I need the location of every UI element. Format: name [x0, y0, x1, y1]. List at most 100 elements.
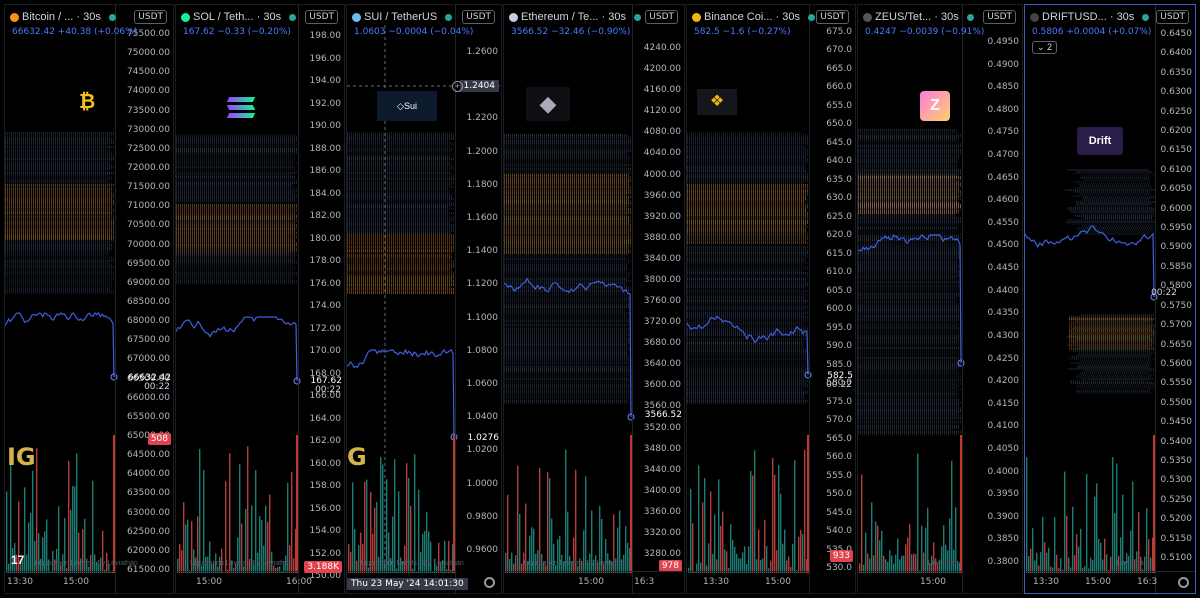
chart-panel-sol[interactable]: SOL / Teth... · 30s 167.62 −0.33 (−0.20%…	[175, 4, 345, 594]
chart-canvas-zeus[interactable]	[858, 5, 1023, 594]
time-axis[interactable]: 13:30 15:00	[687, 571, 811, 593]
price-scale[interactable]: 675.0 670.0 665.0 660.0 655.0 650.0 645.0 640.0…	[809, 5, 855, 593]
symbol-title[interactable]: Binance Coi... · 30s	[692, 11, 816, 23]
volume-bar	[603, 563, 605, 573]
volume-bar	[768, 568, 770, 573]
chart-canvas-btc[interactable]	[5, 5, 174, 594]
price-tick: 0.3800	[987, 557, 1020, 567]
volume-bar	[591, 510, 593, 573]
price-tick: 0.6400	[1160, 48, 1193, 59]
symbol-title[interactable]: DRIFTUSD... · 30s	[1030, 11, 1150, 23]
volume-bar	[758, 529, 760, 573]
chart-panel-sui[interactable]: SUI / TetherUS 1.0603 −0.0004 (−0.04%) U…	[346, 4, 502, 594]
volume-bar	[531, 527, 533, 573]
price-tick: 0.4000	[987, 466, 1020, 477]
currency-select[interactable]: USDT	[1156, 10, 1189, 24]
volume-bar	[960, 435, 962, 573]
volume-bar	[545, 565, 547, 573]
chart-canvas-eth[interactable]	[504, 5, 685, 594]
volume-bar	[36, 448, 38, 573]
volume-bar	[710, 491, 712, 573]
chart-panel-btc[interactable]: Bitcoin / ... · 30s 66632.42 +40.38 (+0.…	[4, 4, 174, 594]
price-tick: 0.9600	[466, 545, 499, 555]
symbol-title[interactable]: SUI / TetherUS	[352, 11, 453, 23]
price-tick: 168.00	[309, 368, 342, 379]
volume-bar	[774, 474, 776, 573]
volume-bar	[706, 565, 708, 573]
price-scale[interactable]: 4240.00 4200.00 4160.00 4120.00 4080.00 4040.…	[632, 5, 684, 593]
price-tick: 0.5850	[1160, 261, 1193, 272]
last-price-marker	[110, 373, 118, 381]
chart-panel-bnb[interactable]: Binance Coi... · 30s 582.5 −1.6 (−0.27%)…	[686, 4, 856, 594]
time-axis[interactable]: 15:00 16:3	[504, 571, 684, 593]
price-scale[interactable]: 0.6450 0.6400 0.6350 0.6300 0.6250 0.6200 0.61…	[1155, 5, 1195, 593]
price-tick: 0.4600	[987, 195, 1020, 206]
price-change: 167.62 −0.33 (−0.20%)	[183, 27, 291, 37]
volume-bar	[694, 571, 696, 573]
price-tick: 64500.00	[127, 450, 170, 461]
time-axis[interactable]: 15:00 16:00	[176, 571, 312, 593]
time-axis[interactable]: 13:30 15:00 16:3	[1025, 571, 1195, 593]
currency-select[interactable]: USDT	[816, 10, 849, 24]
chart-canvas-sol[interactable]	[176, 5, 345, 594]
time-axis[interactable]: Thu 23 May '24 14:01:30	[347, 571, 468, 593]
price-tick: 3720.00	[643, 317, 681, 328]
volume-bar	[94, 554, 96, 573]
volume-bar	[279, 566, 281, 573]
price-line	[5, 312, 115, 378]
volume-bar	[887, 561, 889, 573]
currency-select[interactable]: USDT	[305, 10, 338, 24]
volume-bar	[1046, 552, 1048, 573]
chart-panel-eth[interactable]: Ethereum / Te... · 30s 3566.52 −32.46 (−…	[503, 4, 685, 594]
price-tick: 615.0	[826, 248, 852, 259]
volume-bar	[378, 556, 380, 573]
chart-panel-drift[interactable]: DRIFTUSD... · 30s 0.5806 +0.0004 (+0.07%…	[1024, 4, 1196, 594]
chart-canvas-sui[interactable]	[347, 5, 502, 594]
add-alert-icon[interactable]: +	[452, 81, 463, 92]
tradingview-logo: 17	[11, 553, 25, 567]
time-axis[interactable]: 15:00	[858, 571, 964, 593]
settings-gear-icon[interactable]	[484, 577, 495, 588]
symbol-title[interactable]: Ethereum / Te... · 30s	[509, 11, 641, 23]
volume-bar	[271, 551, 273, 573]
currency-select[interactable]: USDT	[645, 10, 678, 24]
currency-select[interactable]: USDT	[983, 10, 1016, 24]
volume-bar	[1144, 556, 1146, 573]
chart-panel-zeus[interactable]: ZEUS/Tet... · 30s 0.4247 −0.0039 (−0.91%…	[857, 4, 1023, 594]
price-scale[interactable]: 75500.00 75000.00 74500.00 74000.00 73500.00…	[115, 5, 173, 593]
volume-bar	[285, 555, 287, 573]
symbol-title[interactable]: ZEUS/Tet... · 30s	[863, 11, 974, 23]
volume-bar	[794, 460, 796, 573]
currency-select[interactable]: USDT	[134, 10, 167, 24]
volume-bar	[364, 481, 366, 573]
volume-bar	[54, 559, 56, 573]
price-scale[interactable]: 0.4950 0.4900 0.4850 0.4800 0.4750 0.4700 0.46…	[962, 5, 1022, 593]
time-axis[interactable]: 13:30 15:00	[5, 571, 117, 593]
settings-gear-icon[interactable]	[1178, 577, 1189, 588]
price-line	[687, 315, 809, 376]
volume-bar	[931, 555, 933, 573]
volume-bar	[861, 474, 863, 573]
symbol-title[interactable]: SOL / Teth... · 30s	[181, 11, 297, 23]
price-tick: 1.2600	[466, 47, 499, 57]
currency-select[interactable]: USDT	[462, 10, 495, 24]
chart-canvas-bnb[interactable]	[687, 5, 856, 594]
price-tick: 0.5350	[1160, 455, 1193, 466]
volume-bar	[253, 564, 255, 573]
volume-bar	[255, 470, 257, 573]
price-tick: 0.4150	[987, 398, 1020, 409]
volume-bar	[422, 533, 424, 573]
price-scale[interactable]: 1.26001.24001.22001.20001.18001.16001.14…	[455, 5, 501, 593]
price-tick: 0.5500	[1160, 397, 1193, 408]
symbol-title[interactable]: Bitcoin / ... · 30s	[10, 11, 116, 23]
volume-bar	[581, 560, 583, 573]
indicators-collapse-toggle[interactable]: ⌄ 2	[1032, 41, 1058, 54]
volume-bar	[708, 543, 710, 573]
volume-bar	[243, 566, 245, 573]
volume-bar	[434, 558, 436, 573]
volume-bar	[583, 530, 585, 573]
volume-bar	[46, 519, 48, 573]
price-scale[interactable]: 198.00 196.00 194.00 192.00 190.00 188.00 186.…	[298, 5, 344, 593]
chart-canvas-drift[interactable]	[1025, 5, 1196, 594]
volume-bar	[1136, 551, 1138, 573]
